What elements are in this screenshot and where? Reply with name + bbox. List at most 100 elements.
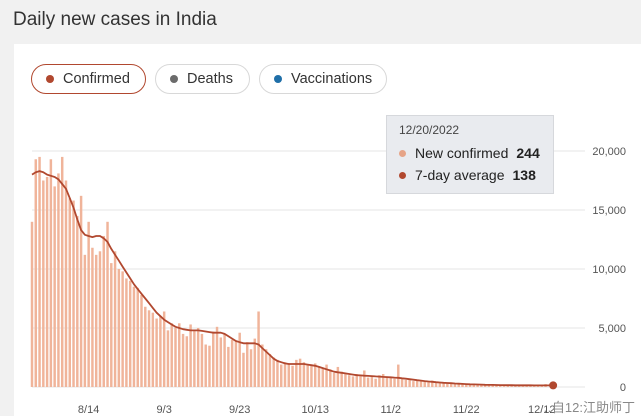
bar (465, 383, 468, 387)
bar (102, 235, 105, 387)
tooltip-row-7-day-average: 7-day average 138 (399, 167, 536, 183)
tab-deaths[interactable]: Deaths (155, 64, 250, 94)
bar (200, 333, 204, 387)
new-confirmed-dot-icon (399, 149, 406, 157)
bar (317, 366, 321, 387)
bar (174, 328, 177, 387)
bar (76, 215, 79, 387)
bar (298, 358, 302, 387)
vaccinations-dot-icon (274, 75, 282, 83)
bar (128, 280, 132, 387)
bar (185, 336, 189, 387)
bar (49, 159, 53, 387)
bar (313, 363, 317, 387)
bar (110, 263, 113, 387)
bar (359, 375, 362, 387)
bar (257, 311, 260, 387)
bar (264, 349, 268, 387)
bar (117, 269, 121, 387)
bar (272, 357, 275, 387)
bar (42, 180, 45, 387)
bar (68, 198, 71, 387)
bar (45, 176, 49, 387)
bar (381, 374, 385, 387)
x-tick-label: 12/12 (528, 404, 556, 416)
x-tick-label: 10/13 (301, 404, 329, 416)
bar (159, 316, 162, 387)
bar (79, 195, 83, 387)
bar (389, 377, 392, 387)
tab-confirmed[interactable]: Confirmed (31, 64, 146, 94)
tooltip-label: 7-day average (415, 167, 505, 183)
bar (291, 365, 294, 387)
bar (476, 384, 479, 387)
tooltip-value: 244 (516, 145, 540, 161)
bar (87, 221, 90, 387)
bar (249, 349, 253, 387)
bar (306, 364, 309, 387)
y-tick-label: 20,000 (592, 146, 626, 158)
bar (423, 381, 426, 387)
bar (144, 306, 147, 387)
bar (363, 370, 366, 387)
bar (344, 374, 347, 387)
bar (147, 310, 151, 387)
bar (449, 383, 453, 387)
bar (242, 352, 245, 387)
bar (480, 384, 483, 387)
bar (279, 364, 283, 387)
bar (412, 381, 415, 387)
x-tick-label: 11/2 (380, 404, 401, 416)
bar (431, 380, 434, 387)
bar (453, 383, 457, 387)
tab-vaccinations[interactable]: Vaccinations (259, 64, 387, 94)
bar (91, 247, 94, 387)
y-tick-label: 15,000 (592, 205, 626, 217)
bar (155, 318, 158, 387)
bar (434, 382, 438, 387)
bar (472, 384, 476, 387)
bar (98, 251, 102, 387)
bar (166, 330, 170, 387)
bar (336, 366, 340, 387)
bar (223, 333, 226, 387)
bar (491, 384, 494, 387)
bar (83, 254, 87, 387)
bar (238, 332, 241, 387)
bar (162, 311, 166, 387)
bar (30, 221, 34, 387)
x-tick-label: 9/3 (157, 404, 172, 416)
page-title: Daily new cases in India (13, 9, 217, 30)
bar (132, 286, 136, 387)
bar (487, 384, 491, 387)
tab-label: Vaccinations (291, 71, 373, 87)
bar (415, 379, 419, 387)
bar (193, 330, 196, 387)
bar (196, 328, 200, 387)
bar (302, 362, 306, 387)
bar (347, 375, 351, 387)
bar (374, 378, 377, 387)
bar (397, 364, 400, 387)
bar (355, 374, 358, 387)
bar (38, 156, 41, 387)
bar (483, 384, 487, 387)
bar (408, 378, 411, 387)
bar (246, 342, 249, 387)
bar (178, 323, 181, 387)
bar (321, 368, 325, 387)
watermark: …自12:江助师丁 (538, 400, 635, 415)
bar (261, 344, 264, 387)
bar (385, 376, 389, 387)
tooltip-row-new-confirmed: New confirmed 244 (399, 145, 540, 161)
end-point-marker (549, 381, 558, 390)
bar (253, 338, 257, 387)
bar (208, 345, 211, 387)
bar (295, 359, 298, 387)
tooltip-value: 138 (512, 167, 536, 183)
tab-label: Confirmed (63, 71, 130, 87)
bar (287, 363, 291, 387)
bar (400, 378, 404, 387)
bar (446, 382, 449, 387)
